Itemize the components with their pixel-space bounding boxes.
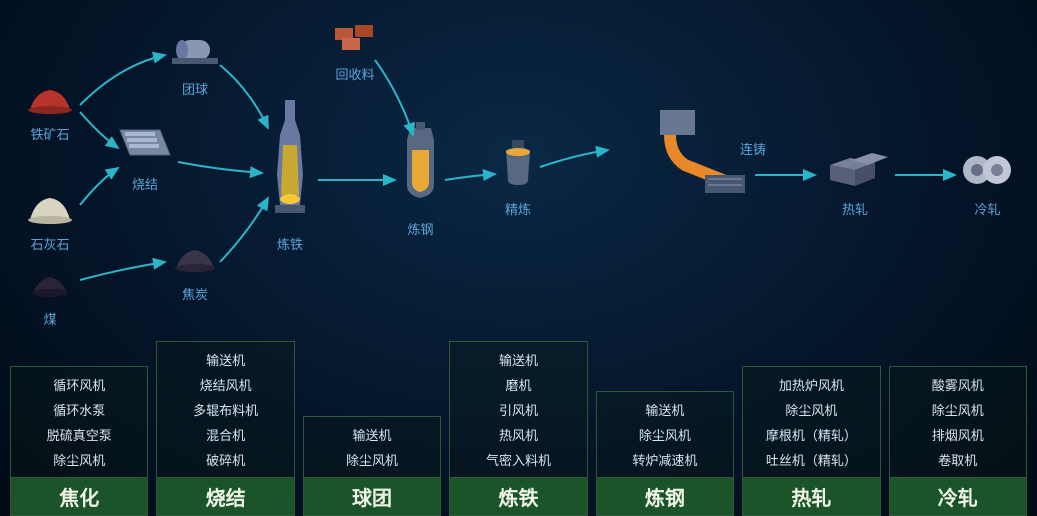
node-label: 冷轧 (960, 199, 1015, 218)
box-item: 酸雾风机 (896, 375, 1020, 394)
white-pile-icon (25, 190, 75, 225)
box-items: 输送机 除尘风机 (304, 417, 440, 477)
node-label: 炼钢 (398, 219, 443, 238)
box-item: 引风机 (456, 400, 580, 419)
node-coke: 焦炭 (170, 240, 220, 303)
node-recycle: 回收料 (330, 20, 380, 83)
process-flow: 铁矿石 石灰石 煤 团球 烧结 焦炭 炼铁 回收料 炼钢 精炼 连铸 (0, 0, 1037, 310)
node-label: 铁矿石 (25, 124, 75, 143)
box-title: 烧结 (157, 477, 293, 515)
node-cold-roll: 冷轧 (960, 150, 1015, 218)
box-items: 输送机 烧结风机 多辊布料机 混合机 破碎机 (157, 342, 293, 477)
process-box: 输送机 烧结风机 多辊布料机 混合机 破碎机 烧结 (156, 341, 294, 516)
process-box: 酸雾风机 除尘风机 排烟风机 卷取机 冷轧 (889, 366, 1027, 516)
vessel-icon (398, 120, 443, 210)
box-items: 循环风机 循环水泵 脱硫真空泵 除尘风机 (11, 367, 147, 477)
box-title: 焦化 (11, 477, 147, 515)
coils-icon (960, 150, 1015, 190)
box-item: 转炉减速机 (603, 450, 727, 469)
box-item: 除尘风机 (603, 425, 727, 444)
box-item: 卷取机 (896, 450, 1020, 469)
box-item: 破碎机 (163, 450, 287, 469)
node-hot-roll: 热轧 (820, 150, 890, 218)
box-title: 炼铁 (450, 477, 586, 515)
process-box: 循环风机 循环水泵 脱硫真空泵 除尘风机 焦化 (10, 366, 148, 516)
coke-pile-icon (170, 240, 220, 275)
scrap-icon (330, 20, 380, 55)
box-item: 除尘风机 (310, 450, 434, 469)
box-items: 酸雾风机 除尘风机 排烟风机 卷取机 (890, 367, 1026, 477)
box-item: 排烟风机 (896, 425, 1020, 444)
box-items: 输送机 磨机 引风机 热风机 气密入料机 (450, 342, 586, 477)
slabs-icon (820, 150, 890, 190)
node-casting: 连铸 (610, 105, 750, 210)
caster-icon (610, 105, 750, 205)
box-title: 球团 (304, 477, 440, 515)
box-item: 输送机 (310, 425, 434, 444)
box-item: 除尘风机 (749, 400, 873, 419)
box-item: 循环水泵 (17, 400, 141, 419)
box-item: 烧结风机 (163, 375, 287, 394)
node-label: 热轧 (820, 199, 890, 218)
process-box: 输送机 除尘风机 转炉减速机 炼钢 (596, 391, 734, 516)
node-sinter: 烧结 (115, 120, 175, 193)
box-item: 摩根机（精轧） (749, 425, 873, 444)
box-items: 加热炉风机 除尘风机 摩根机（精轧） 吐丝机（精轧） (743, 367, 879, 477)
box-item: 热风机 (456, 425, 580, 444)
box-item: 输送机 (456, 350, 580, 369)
ladle-icon (498, 140, 538, 190)
furnace-icon (265, 95, 315, 225)
conveyor-icon (115, 120, 175, 165)
box-item: 输送机 (603, 400, 727, 419)
node-iron-ore: 铁矿石 (25, 80, 75, 143)
node-label: 石灰石 (25, 234, 75, 253)
process-box: 输送机 磨机 引风机 热风机 气密入料机 炼铁 (449, 341, 587, 516)
box-title: 热轧 (743, 477, 879, 515)
box-item: 磨机 (456, 375, 580, 394)
box-item: 除尘风机 (896, 400, 1020, 419)
box-item: 循环风机 (17, 375, 141, 394)
node-label: 烧结 (115, 174, 175, 193)
box-item: 脱硫真空泵 (17, 425, 141, 444)
process-boxes: 循环风机 循环水泵 脱硫真空泵 除尘风机 焦化 输送机 烧结风机 多辊布料机 混… (0, 316, 1037, 516)
box-item: 除尘风机 (17, 450, 141, 469)
node-label: 回收料 (330, 64, 380, 83)
node-blast-furnace: 炼铁 (265, 95, 315, 253)
node-label: 焦炭 (170, 284, 220, 303)
box-item: 气密入料机 (456, 450, 580, 469)
black-pile-icon (25, 265, 75, 300)
box-title: 冷轧 (890, 477, 1026, 515)
red-pile-icon (25, 80, 75, 115)
node-label: 连铸 (740, 139, 766, 158)
node-label: 炼铁 (265, 234, 315, 253)
box-item: 吐丝机（精轧） (749, 450, 873, 469)
box-item: 混合机 (163, 425, 287, 444)
process-box: 加热炉风机 除尘风机 摩根机（精轧） 吐丝机（精轧） 热轧 (742, 366, 880, 516)
node-refine: 精炼 (498, 140, 538, 218)
box-item: 多辊布料机 (163, 400, 287, 419)
box-item: 输送机 (163, 350, 287, 369)
node-label: 团球 (170, 79, 220, 98)
node-limestone: 石灰石 (25, 190, 75, 253)
node-label: 精炼 (498, 199, 538, 218)
box-title: 炼钢 (597, 477, 733, 515)
node-steelmaking: 炼钢 (398, 120, 443, 238)
process-box: 输送机 除尘风机 球团 (303, 416, 441, 516)
node-pellet: 团球 (170, 30, 220, 98)
box-items: 输送机 除尘风机 转炉减速机 (597, 392, 733, 477)
drum-icon (170, 30, 220, 70)
box-item: 加热炉风机 (749, 375, 873, 394)
